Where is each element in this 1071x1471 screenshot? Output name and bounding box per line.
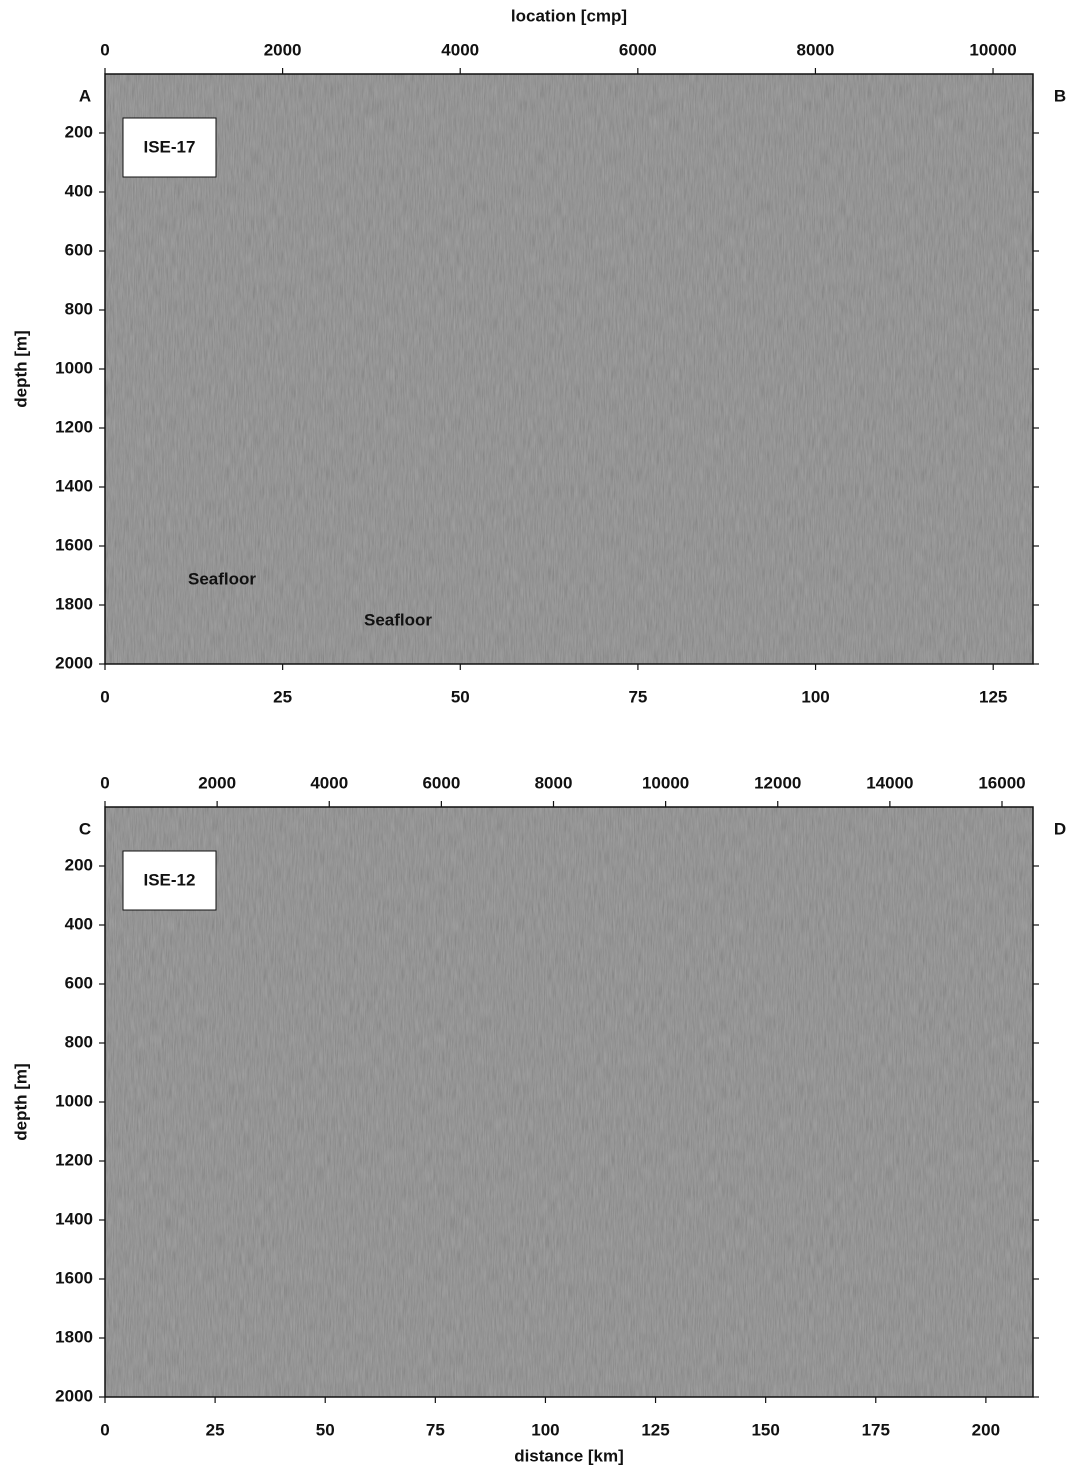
x2-tick-label: 6000 — [619, 40, 657, 59]
y-tick-label: 800 — [65, 1032, 93, 1051]
x2-tick-label: 12000 — [754, 773, 801, 792]
line-label: ISE-12 — [144, 870, 196, 889]
figure: 2004006008001000120014001600180020000255… — [0, 0, 1071, 1471]
x-tick-label: 175 — [862, 1420, 890, 1439]
seismic-texture — [105, 807, 1033, 1397]
y-axis-title: depth [m] — [11, 330, 30, 407]
x2-axis-title: location [cmp] — [511, 6, 627, 25]
x-axis-title: distance [km] — [514, 1446, 624, 1465]
y-tick-label: 2000 — [55, 1386, 93, 1405]
y-tick-label: 1400 — [55, 1209, 93, 1228]
x-tick-label: 0 — [100, 687, 109, 706]
x-tick-label: 200 — [972, 1420, 1000, 1439]
x2-tick-label: 16000 — [978, 773, 1025, 792]
y-tick-label: 200 — [65, 122, 93, 141]
y-tick-label: 800 — [65, 299, 93, 318]
y-tick-label: 1000 — [55, 1091, 93, 1110]
y-tick-label: 600 — [65, 973, 93, 992]
y-axis-title: depth [m] — [11, 1063, 30, 1140]
x2-tick-label: 14000 — [866, 773, 913, 792]
x-tick-label: 100 — [531, 1420, 559, 1439]
x2-tick-label: 0 — [100, 40, 109, 59]
x-tick-label: 50 — [316, 1420, 335, 1439]
x2-tick-label: 8000 — [535, 773, 573, 792]
y-tick-label: 1800 — [55, 1327, 93, 1346]
corner-label: A — [79, 86, 91, 105]
x2-tick-label: 2000 — [264, 40, 302, 59]
corner-label: D — [1054, 819, 1066, 838]
x2-tick-label: 8000 — [797, 40, 835, 59]
x2-tick-label: 10000 — [969, 40, 1016, 59]
corner-label: C — [79, 819, 91, 838]
y-tick-label: 400 — [65, 914, 93, 933]
y-tick-label: 400 — [65, 181, 93, 200]
y-tick-label: 600 — [65, 240, 93, 259]
x-tick-label: 100 — [801, 687, 829, 706]
y-tick-label: 1000 — [55, 358, 93, 377]
annotation: Seafloor — [188, 569, 256, 588]
y-tick-label: 1800 — [55, 594, 93, 613]
x-tick-label: 0 — [100, 1420, 109, 1439]
x-tick-label: 125 — [979, 687, 1007, 706]
x-tick-label: 125 — [641, 1420, 669, 1439]
x2-tick-label: 4000 — [441, 40, 479, 59]
x2-tick-label: 10000 — [642, 773, 689, 792]
x2-tick-label: 6000 — [422, 773, 460, 792]
y-tick-label: 2000 — [55, 653, 93, 672]
y-tick-label: 1400 — [55, 476, 93, 495]
y-tick-label: 1200 — [55, 1150, 93, 1169]
x2-tick-label: 0 — [100, 773, 109, 792]
x2-tick-label: 2000 — [198, 773, 236, 792]
x-tick-label: 150 — [751, 1420, 779, 1439]
x-tick-label: 50 — [451, 687, 470, 706]
y-tick-label: 1200 — [55, 417, 93, 436]
corner-label: B — [1054, 86, 1066, 105]
x-tick-label: 25 — [273, 687, 292, 706]
y-tick-label: 200 — [65, 855, 93, 874]
annotation: Seafloor — [364, 610, 432, 629]
line-label: ISE-17 — [144, 137, 196, 156]
x-tick-label: 75 — [426, 1420, 445, 1439]
x-tick-label: 25 — [206, 1420, 225, 1439]
x2-tick-label: 4000 — [310, 773, 348, 792]
y-tick-label: 1600 — [55, 535, 93, 554]
y-tick-label: 1600 — [55, 1268, 93, 1287]
x-tick-label: 75 — [628, 687, 647, 706]
